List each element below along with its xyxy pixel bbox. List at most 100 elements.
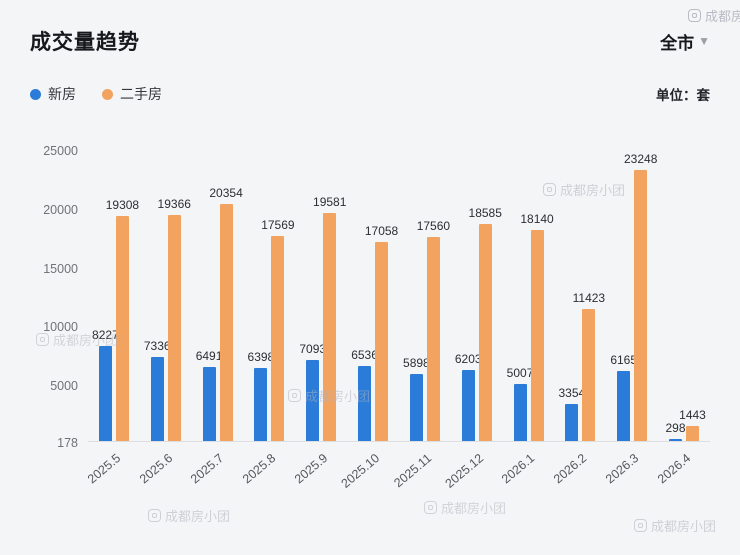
bar-value-label: 6398 [247, 349, 275, 364]
brand-watermark: 成都房小团 [148, 506, 230, 525]
x-tick-label: 2026.2 [551, 451, 590, 487]
bar-新房: 6398 [248, 350, 274, 441]
x-tick-label: 2025.5 [84, 451, 123, 487]
legend-dot-icon [30, 88, 41, 100]
y-tick-label: 178 [57, 436, 78, 450]
legend-label: 二手房 [120, 86, 162, 102]
x-tick-label: 2025.6 [136, 451, 175, 487]
bar-value-label: 6536 [351, 348, 378, 363]
brand-logo-icon [688, 9, 701, 22]
bar-group: 7093 19581 [295, 150, 347, 441]
bar-value-label: 5898 [403, 355, 430, 370]
bar-value-label: 18140 [520, 211, 554, 226]
bar-新房: 6491 [196, 349, 222, 441]
legend-item-new-homes: 新房 [30, 84, 76, 104]
bar-value-label: 17058 [364, 224, 399, 239]
bar-value-label: 7336 [143, 338, 171, 353]
bar-value-label: 298 [665, 421, 686, 435]
bar-二手房: 17058 [365, 224, 398, 441]
bar-二手房: 18140 [520, 212, 554, 441]
bar-group: 6491 20354 [192, 150, 244, 441]
bar-value-label: 8227 [92, 328, 119, 343]
region-selector[interactable]: 全市 ▼ [660, 29, 710, 54]
bar-二手房: 18585 [469, 206, 502, 441]
bar-value-label: 17560 [416, 218, 451, 233]
bar-value-label: 19581 [313, 194, 347, 209]
bar-二手房: 17560 [417, 219, 450, 441]
bar-group: 298 1443 [658, 150, 710, 441]
bar-value-label: 17569 [261, 218, 295, 233]
bar-group: 5898 17560 [399, 150, 451, 441]
bar-group: 6536 17058 [347, 150, 399, 441]
bar-value-label: 1443 [679, 408, 706, 423]
bar-新房: 6536 [351, 348, 378, 441]
chevron-down-icon: ▼ [698, 34, 710, 48]
legend-item-secondhand-homes: 二手房 [102, 84, 162, 104]
bar-value-label: 20354 [209, 185, 243, 200]
plot-area: 8227 19308 7336 19366 6491 20354 6398 17569 7093… [88, 150, 710, 442]
bar-value-label: 7093 [299, 341, 327, 356]
legend-dot-icon [102, 88, 113, 100]
legend: 新房 二手房 [30, 84, 162, 104]
bar-新房: 6165 [610, 353, 637, 441]
bar-value-label: 5007 [506, 366, 534, 381]
y-tick-label: 20000 [43, 202, 78, 217]
bar-二手房: 23248 [624, 152, 657, 441]
bar-二手房: 20354 [209, 186, 243, 441]
bar-新房: 7336 [144, 339, 171, 441]
bar-value-label: 19308 [105, 197, 140, 212]
legend-label: 新房 [48, 86, 76, 102]
bar-新房: 6203 [455, 352, 482, 441]
watermark-text: 成都房小团 [165, 509, 231, 524]
brand-watermark: 成都房小团 [634, 516, 716, 535]
unit-label: 单位：套 [656, 88, 710, 103]
x-tick-label: 2025.9 [291, 451, 331, 487]
bar-新房: 3354 [559, 386, 585, 441]
bar-二手房: 17569 [261, 218, 295, 441]
page-title: 成交量趋势 [30, 31, 140, 54]
bar-group: 8227 19308 [88, 150, 140, 441]
x-tick-label: 2025.7 [188, 451, 227, 487]
bar-group: 6398 17569 [243, 150, 295, 441]
bar-group: 5007 18140 [503, 150, 555, 441]
brand-watermark: 成都房小团 [688, 6, 740, 25]
y-tick-label: 5000 [50, 379, 78, 394]
brand-logo-icon [634, 519, 647, 532]
watermark-text: 成都房小团 [705, 9, 740, 24]
x-tick-label: 2025.8 [240, 451, 279, 487]
bar-新房: 8227 [92, 328, 119, 441]
x-tick-label: 2026.1 [499, 451, 538, 487]
brand-logo-icon [424, 501, 437, 514]
bar-二手房: 11423 [573, 291, 605, 441]
x-tick-label: 2026.3 [602, 451, 642, 487]
bar-value-label: 6491 [195, 348, 223, 363]
bar-二手房: 19366 [158, 197, 191, 441]
bar-新房: 7093 [299, 342, 326, 441]
watermark-text: 成都房小团 [651, 519, 717, 534]
bar-新房: 5898 [403, 356, 430, 441]
header: 成交量趋势 全市 ▼ [30, 26, 710, 56]
bar-group: 6203 18585 [451, 150, 503, 441]
bar-value-label: 6203 [454, 352, 482, 367]
bar-value-label: 19366 [157, 197, 191, 212]
bar-二手房: 19308 [106, 198, 139, 441]
y-tick-label: 10000 [43, 320, 78, 335]
x-tick-label: 2026.4 [654, 451, 694, 487]
bar-value-label: 11423 [572, 290, 606, 305]
x-axis: 2025.5 2025.6 2025.7 2025.8 2025.9 2025.10 202… [84, 442, 710, 502]
brand-logo-icon [148, 509, 161, 522]
bar-value-label: 3354 [558, 385, 586, 400]
bar-新房: 5007 [507, 366, 533, 441]
bar-二手房: 19581 [313, 195, 346, 441]
y-tick-label: 15000 [43, 261, 78, 276]
legend-row: 新房 二手房 单位：套 [30, 84, 710, 104]
region-label: 全市 [660, 33, 695, 53]
bar-value-label: 18585 [468, 206, 502, 221]
bar-二手房: 1443 [679, 408, 706, 441]
bar-value-label: 6165 [610, 352, 638, 367]
bar-value-label: 23248 [624, 151, 658, 166]
bar-group: 3354 11423 [554, 150, 606, 441]
y-axis: 178 5000 10000 15000 20000 25000 [30, 144, 88, 450]
bar-chart: 178 5000 10000 15000 20000 25000 8227 19308 733… [30, 144, 710, 502]
